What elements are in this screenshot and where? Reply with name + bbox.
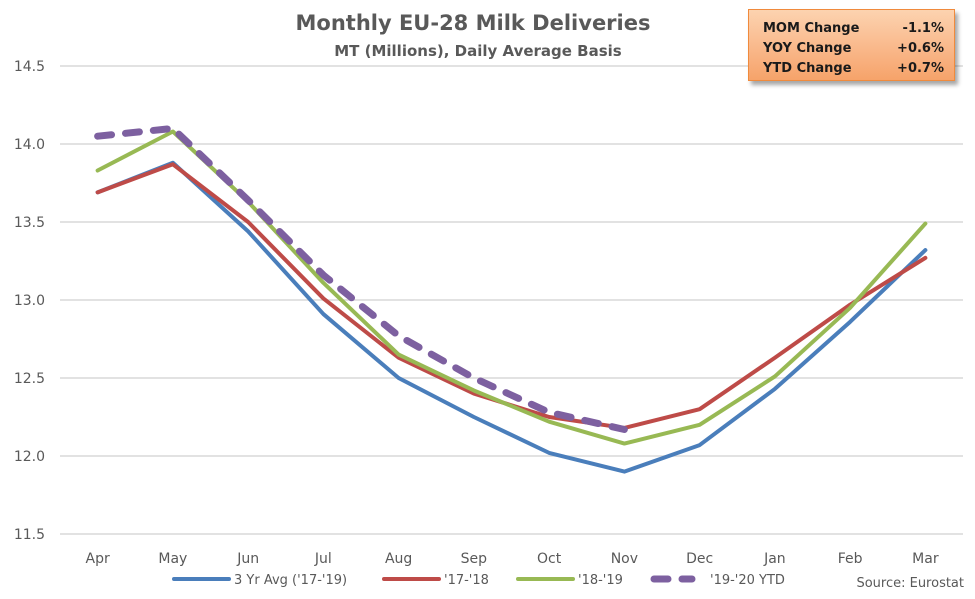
legend-label: '18-'19	[578, 573, 623, 588]
series-line-1	[95, 162, 928, 430]
y-tick-label: 11.5	[14, 527, 45, 543]
series-line-3	[94, 124, 628, 433]
stat-label: MOM Change	[763, 21, 860, 36]
stat-value: +0.7%	[897, 61, 944, 76]
source-note: Source: Eurostat	[856, 576, 964, 591]
x-axis-ticks: Apr May Jun Jul Aug Sep Oct Nov Dec Jan Feb Mar	[86, 551, 939, 567]
x-tick-label: Nov	[611, 551, 638, 567]
x-tick-label: Apr	[86, 551, 110, 567]
x-tick-label: Aug	[385, 551, 412, 567]
stat-value: -1.1%	[902, 21, 944, 36]
x-tick-label: Feb	[838, 551, 863, 567]
stat-label: YTD Change	[763, 61, 852, 76]
legend: 3 Yr Avg ('17-'19) '17-'18 '18-'19 '19-'20 …	[172, 573, 785, 588]
x-tick-label: Sep	[461, 551, 488, 567]
gridlines	[60, 65, 963, 535]
x-tick-label: Jun	[236, 551, 259, 567]
x-tick-label: Mar	[912, 551, 939, 567]
chart-title: Monthly EU-28 Milk Deliveries	[296, 11, 651, 35]
x-tick-label: May	[158, 551, 187, 567]
x-tick-label: Jul	[314, 551, 332, 567]
legend-label: '19-'20 YTD	[710, 573, 785, 588]
y-tick-label: 13.0	[14, 293, 45, 309]
y-tick-label: 13.5	[14, 215, 45, 231]
series-lines	[94, 124, 928, 474]
chart-subtitle: MT (Millions), Daily Average Basis	[334, 42, 622, 60]
legend-label: 3 Yr Avg ('17-'19)	[234, 573, 347, 588]
stats-box: MOM Change -1.1% YOY Change +0.6% YTD Ch…	[748, 9, 955, 81]
stat-label: YOY Change	[763, 41, 852, 56]
x-tick-label: Jan	[763, 551, 786, 567]
stat-row-mom: MOM Change -1.1%	[763, 19, 944, 39]
series-line-0	[95, 160, 928, 474]
legend-label: '17-'18	[444, 573, 489, 588]
x-tick-label: Oct	[537, 551, 562, 567]
stat-row-ytd: YTD Change +0.7%	[763, 59, 944, 79]
stat-row-yoy: YOY Change +0.6%	[763, 39, 944, 59]
stat-value: +0.6%	[897, 41, 944, 56]
y-axis-ticks: 11.5 12.0 12.5 13.0 13.5 14.0 14.5	[14, 59, 45, 543]
y-tick-label: 14.0	[14, 137, 45, 153]
series-line-2	[95, 129, 928, 446]
y-tick-label: 12.0	[14, 449, 45, 465]
y-tick-label: 14.5	[14, 59, 45, 75]
y-tick-label: 12.5	[14, 371, 45, 387]
x-tick-label: Dec	[686, 551, 713, 567]
